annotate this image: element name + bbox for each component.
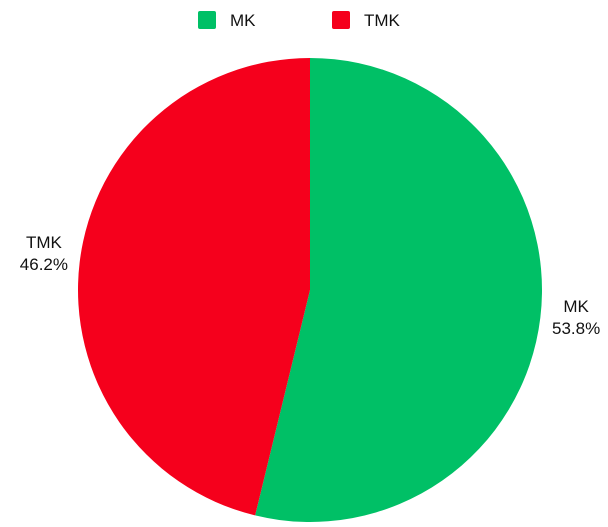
- legend-swatch-mk: [198, 11, 216, 29]
- slice-percent-label-tmk: 46.2%: [20, 255, 68, 274]
- pie-slice-tmk[interactable]: [77, 58, 310, 516]
- legend-item-tmk[interactable]: TMK: [332, 11, 401, 30]
- legend-swatch-tmk: [332, 11, 350, 29]
- pie-slice-mk[interactable]: [255, 58, 542, 522]
- slice-name-label-mk: MK: [563, 297, 589, 316]
- legend-label-mk: MK: [230, 11, 256, 30]
- legend-label-tmk: TMK: [364, 11, 401, 30]
- legend-item-mk[interactable]: MK: [198, 11, 256, 30]
- slice-percent-label-mk: 53.8%: [552, 319, 600, 338]
- pie-slices: [77, 58, 542, 522]
- slice-name-label-tmk: TMK: [26, 233, 63, 252]
- chart-legend: MK TMK: [198, 11, 401, 30]
- pie-slice-labels: MK 53.8% TMK 46.2%: [20, 233, 600, 338]
